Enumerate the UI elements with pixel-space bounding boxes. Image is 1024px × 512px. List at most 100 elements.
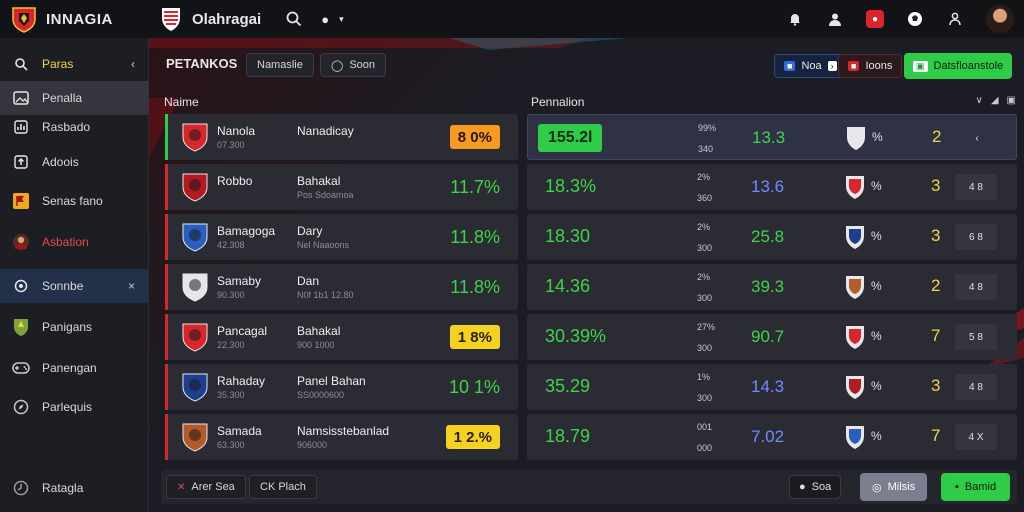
export-button-label: Datsfloanstole xyxy=(933,60,1004,72)
stats-row-right[interactable]: 30.39% 27% 300 90.7 % 7 5 8 xyxy=(527,314,1017,360)
player-name: Dary xyxy=(297,224,323,238)
footer-button-soa[interactable]: ● Soa xyxy=(789,475,842,499)
rating-value: 11.7% xyxy=(450,177,500,197)
row-action-button[interactable]: 4 8 xyxy=(955,374,997,400)
filter-chip-season[interactable]: ◯ Soon xyxy=(320,53,387,77)
row-action-button[interactable]: 6 8 xyxy=(955,224,997,250)
player-icon xyxy=(12,233,30,251)
export-button[interactable]: ▣ Datsfloanstole xyxy=(904,53,1013,79)
mini-stat-top: 2% xyxy=(697,172,711,182)
ball-icon[interactable] xyxy=(906,10,924,28)
team-row-left[interactable]: Robbo Bahakal Pos Sdoamoa 11.7% xyxy=(165,164,518,210)
close-icon[interactable]: × xyxy=(127,279,135,293)
status-dot-icon[interactable]: ● xyxy=(321,11,330,27)
footer-chip-plach[interactable]: CK Plach xyxy=(249,475,317,499)
mini-stat-bottom: 360 xyxy=(697,193,713,203)
mini-stat-bottom: 300 xyxy=(697,293,713,303)
stats-row-right[interactable]: 18.3% 2% 360 13.6 % 3 4 8 xyxy=(527,164,1017,210)
stats-row-right[interactable]: 155.2l 99% 340 13.3 % 2 ‹ xyxy=(527,114,1017,160)
stats-row-right[interactable]: 14.36 2% 300 39.3 % 2 4 8 xyxy=(527,264,1017,310)
filter-chip-name[interactable]: Namaslie xyxy=(246,53,314,77)
secondary-value: 25.8 xyxy=(751,227,785,246)
column-header-penalty[interactable]: Pennalion xyxy=(531,95,585,109)
sidebar-item-penalla[interactable]: Penalla xyxy=(0,81,149,115)
sidebar-item-senas-fano[interactable]: Senas fano xyxy=(0,184,149,218)
percent-label: % xyxy=(872,130,883,144)
sidebar-item-panengan[interactable]: Panengan xyxy=(0,351,149,385)
row-action-button[interactable]: 4 8 xyxy=(955,174,997,200)
top-bar: INNAGIA Olahragai ● ▾ ● xyxy=(0,0,1024,38)
stats-row-right[interactable]: 35.29 1% 300 14.3 % 3 4 8 xyxy=(527,364,1017,410)
rank-value: 7 xyxy=(931,326,941,345)
toolbar-button-noa[interactable]: ■ Noa › xyxy=(774,54,847,78)
search-icon[interactable] xyxy=(285,10,303,28)
alert-icon: ✕ xyxy=(177,481,186,493)
team-logo-icon xyxy=(182,223,208,252)
chevron-down-icon[interactable]: ▾ xyxy=(339,13,344,24)
image-icon[interactable]: ▣ xyxy=(1006,95,1016,106)
team-subtext: 35.300 xyxy=(217,390,245,400)
person-icon[interactable] xyxy=(946,10,964,28)
stats-row-right[interactable]: 18.30 2% 300 25.8 % 3 6 8 xyxy=(527,214,1017,260)
team-logo-icon xyxy=(182,323,208,352)
team-row-left[interactable]: Samaby 90.300 Dan N0f 1b1 12.80 11.8% xyxy=(165,264,518,310)
team-row-left[interactable]: Nanola 07.300 Nanadicay 8 0% xyxy=(165,114,518,160)
bar-chart-icon[interactable]: ◢ xyxy=(990,95,999,106)
club-selector[interactable]: Olahragai ● ▾ xyxy=(160,6,344,32)
team-name: Samada xyxy=(217,424,262,438)
brand[interactable]: INNAGIA xyxy=(0,0,150,38)
rating-value: 11.8% xyxy=(450,277,500,297)
sidebar-item-label: Paras xyxy=(42,57,74,71)
sidebar-item-panigans[interactable]: Panigans xyxy=(0,310,149,344)
toolbar-button-ioons[interactable]: ■ Ioons xyxy=(838,54,903,78)
rating-value: 11.8% xyxy=(450,227,500,247)
page-title: PETANKOS xyxy=(166,56,238,71)
sidebar-item-search[interactable]: Paras ‹ xyxy=(0,47,149,81)
column-header-name[interactable]: Naime xyxy=(164,95,199,109)
percent-label: % xyxy=(871,229,882,243)
sidebar-item-sonnbe[interactable]: Sonnbe × xyxy=(0,269,149,303)
team-name: Rahaday xyxy=(217,374,266,388)
percent-label: % xyxy=(871,329,882,343)
collapse-icon[interactable]: ‹ xyxy=(131,57,135,71)
opponent-crest-icon xyxy=(846,176,864,199)
chevron-down-icon[interactable]: ∨ xyxy=(975,95,983,106)
sidebar-item-label: Sonnbe xyxy=(42,279,84,293)
stats-row-right[interactable]: 18.79 001 000 7.02 % 7 4 X xyxy=(527,414,1017,460)
header-controls: ∨ ◢ ▣ xyxy=(976,95,1016,106)
footer-button-milsis[interactable]: ◎ Milsis xyxy=(860,473,928,501)
flag-icon xyxy=(12,192,30,210)
bell-icon[interactable] xyxy=(786,10,804,28)
footer-button-label: Milsis xyxy=(887,481,916,493)
sidebar-item-rasbado[interactable]: Rasbado xyxy=(0,110,149,144)
row-action-button[interactable]: 4 X xyxy=(955,424,997,450)
mini-stat-top: 1% xyxy=(697,372,711,382)
sidebar-item-ratagla[interactable]: Ratagla xyxy=(0,471,149,505)
sidebar-item-label: Asbation xyxy=(42,235,89,249)
team-row-left[interactable]: Pancagal 22.300 Bahakal 900 1000 1 8% xyxy=(165,314,518,360)
record-icon[interactable]: ● xyxy=(866,10,884,28)
footer-chip-alert[interactable]: ✕ Arer Sea xyxy=(166,475,246,499)
gamepad-icon xyxy=(12,359,30,377)
club-title: Olahragai xyxy=(192,10,262,28)
player-name: Panel Bahan xyxy=(297,374,366,388)
footer-button-bamid[interactable]: ▪ Bamid xyxy=(941,473,1011,501)
avatar[interactable] xyxy=(986,5,1014,33)
user-icon[interactable] xyxy=(826,10,844,28)
team-row-left[interactable]: Samada 63.300 Namsisstebanlad 906000 1 2… xyxy=(165,414,518,460)
sidebar-item-asbation[interactable]: Asbation xyxy=(0,225,149,259)
team-row-left[interactable]: Rahaday 35.300 Panel Bahan SS0000600 10 … xyxy=(165,364,518,410)
mini-stat-top: 99% xyxy=(698,123,717,133)
row-action-button[interactable]: 4 8 xyxy=(955,274,997,300)
clock-icon xyxy=(12,479,30,497)
secondary-value: 13.3 xyxy=(752,128,786,147)
crest-icon xyxy=(12,318,30,336)
row-action-button[interactable]: 5 8 xyxy=(955,324,997,350)
sidebar-item-adoois[interactable]: Adoois xyxy=(0,145,149,179)
row-status-bar xyxy=(165,314,168,360)
row-action-button[interactable]: ‹ xyxy=(975,132,979,144)
team-row-left[interactable]: Bamagoga 42.308 Dary Nel Naaoons 11.8% xyxy=(165,214,518,260)
sidebar-item-parlequis[interactable]: Parlequis xyxy=(0,390,149,424)
secondary-value: 90.7 xyxy=(751,327,785,346)
